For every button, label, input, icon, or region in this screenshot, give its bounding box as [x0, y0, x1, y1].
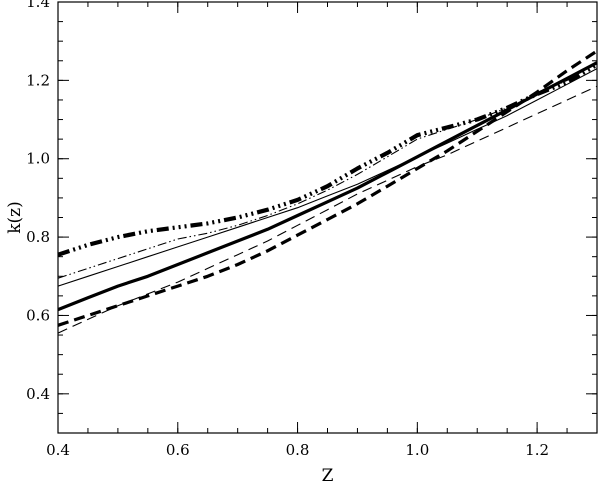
y-tick-label: 1.4 — [26, 0, 50, 11]
x-tick-label: 0.8 — [286, 441, 310, 459]
series-layer — [57, 49, 599, 334]
x-tick-label: 1.0 — [405, 441, 429, 459]
y-tick-label: 0.8 — [26, 228, 50, 246]
series-line-thin-solid — [57, 68, 598, 287]
series-line-thin-dash — [57, 85, 598, 334]
y-tick-label: 0.4 — [26, 385, 50, 403]
series-line-thin-dash-dot-dot — [57, 62, 598, 279]
x-tick-label: 0.6 — [166, 441, 190, 459]
plot-frame — [57, 1, 598, 434]
series-line-thick-dash — [57, 49, 598, 327]
y-axis-label: k(z) — [5, 201, 25, 234]
y-tick-label: 1.2 — [26, 71, 50, 89]
x-tick-label: 1.2 — [525, 441, 549, 459]
y-tick-label: 1.0 — [26, 150, 50, 168]
x-tick-label: 0.4 — [46, 441, 70, 459]
y-tick-label: 0.6 — [26, 306, 50, 324]
axis-tick-labels: 0.4 0.6 0.8 1.0 1.2 0.4 0.6 0.8 1.0 1.2 1.4 — [26, 0, 549, 459]
series-line-thick-dash-dot-dot — [57, 62, 599, 257]
axis-ticks — [57, 1, 598, 434]
x-axis-label: Z — [322, 466, 334, 486]
